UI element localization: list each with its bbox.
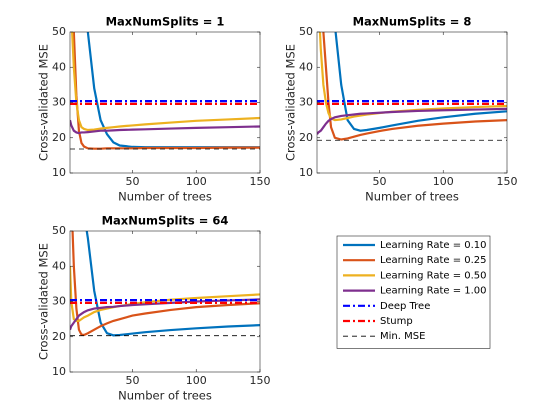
y-tick-label: 10 xyxy=(299,166,313,179)
y-tick-label: 30 xyxy=(52,96,66,109)
y-tick-label: 40 xyxy=(52,259,66,272)
series-line xyxy=(71,231,260,337)
legend-box xyxy=(336,235,491,349)
y-tick-label: 10 xyxy=(52,365,66,378)
legend-label: Learning Rate = 0.10 xyxy=(380,240,487,251)
y-tick-label: 20 xyxy=(52,330,66,343)
y-tick-label: 50 xyxy=(52,25,66,38)
series-line xyxy=(334,32,507,132)
legend-label: Learning Rate = 1.00 xyxy=(380,286,487,297)
plot-area xyxy=(317,32,507,173)
series-line xyxy=(70,119,260,135)
y-tick-label: 40 xyxy=(299,60,313,73)
plot-lines xyxy=(70,231,260,337)
chart-title: MaxNumSplits = 8 xyxy=(353,15,472,29)
x-axis-label: Number of trees xyxy=(118,389,212,403)
legend-label: Learning Rate = 0.25 xyxy=(380,255,487,266)
series-line xyxy=(322,32,507,141)
plot-area xyxy=(70,231,260,372)
y-tick-label: 50 xyxy=(52,224,66,237)
legend-label: Deep Tree xyxy=(380,301,430,312)
legend-label: Stump xyxy=(380,316,413,327)
series-line xyxy=(85,231,260,337)
y-tick-label: 30 xyxy=(52,295,66,308)
y-tick-label: 50 xyxy=(299,25,313,38)
x-tick-label: 100 xyxy=(186,374,207,387)
plot-area xyxy=(70,32,260,173)
y-tick-label: 20 xyxy=(52,131,66,144)
x-tick-label: 150 xyxy=(250,374,271,387)
plot-lines xyxy=(70,32,260,150)
legend-label: Learning Rate = 0.50 xyxy=(380,270,487,281)
series-line xyxy=(71,32,260,132)
y-axis-label: Cross-validated MSE xyxy=(284,44,298,161)
x-tick-label: 50 xyxy=(372,175,386,188)
x-tick-label: 100 xyxy=(186,175,207,188)
y-tick-label: 30 xyxy=(299,96,313,109)
legend-label: Min. MSE xyxy=(380,331,425,342)
chart-title: MaxNumSplits = 64 xyxy=(102,214,229,228)
x-tick-label: 50 xyxy=(125,374,139,387)
x-tick-label: 100 xyxy=(433,175,454,188)
series-line xyxy=(317,107,507,135)
x-tick-label: 150 xyxy=(250,175,271,188)
x-axis-label: Number of trees xyxy=(118,190,212,204)
y-tick-label: 20 xyxy=(299,131,313,144)
y-axis-label: Cross-validated MSE xyxy=(37,243,51,360)
y-tick-label: 10 xyxy=(52,166,66,179)
x-axis-label: Number of trees xyxy=(365,190,459,204)
x-tick-label: 50 xyxy=(125,175,139,188)
x-tick-label: 150 xyxy=(497,175,518,188)
y-axis-label: Cross-validated MSE xyxy=(37,44,51,161)
y-tick-label: 40 xyxy=(52,60,66,73)
chart-title: MaxNumSplits = 1 xyxy=(106,15,225,29)
plot-lines xyxy=(317,32,507,141)
